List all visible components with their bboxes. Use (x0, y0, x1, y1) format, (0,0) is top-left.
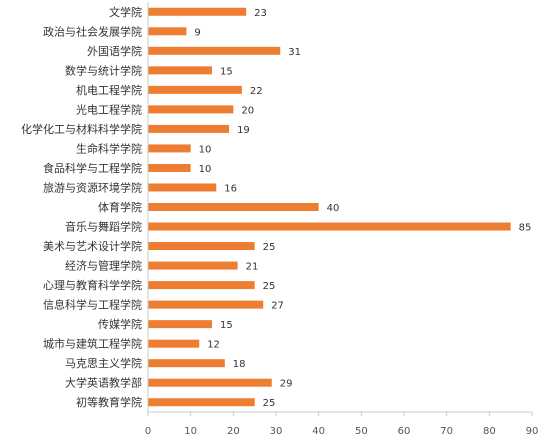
bar-9 (148, 183, 217, 192)
category-label-12: 美术与艺术设计学院 (43, 239, 142, 253)
x-tick-label-1: 10 (184, 426, 197, 437)
bar-19 (148, 378, 272, 387)
category-label-4: 机电工程学院 (76, 83, 142, 97)
category-label-7: 生命科学学院 (76, 141, 142, 155)
bar-14 (148, 281, 255, 290)
value-label-11: 85 (519, 223, 532, 234)
category-label-3: 数学与统计学院 (65, 63, 142, 77)
value-label-2: 31 (288, 47, 301, 58)
category-label-20: 初等教育学院 (76, 395, 142, 409)
value-label-15: 27 (271, 301, 284, 312)
bar-8 (148, 163, 191, 172)
bar-2 (148, 46, 281, 55)
x-tick-label-8: 80 (483, 426, 496, 437)
value-label-9: 16 (224, 183, 237, 194)
category-label-11: 音乐与舞蹈学院 (65, 220, 142, 234)
bar-0 (148, 7, 247, 16)
category-label-18: 马克思主义学院 (65, 356, 142, 370)
bar-6 (148, 124, 230, 133)
x-tick-label-9: 90 (526, 426, 539, 437)
category-labels: 文学院政治与社会发展学院外国语学院数学与统计学院机电工程学院光电工程学院化学化工… (21, 5, 142, 409)
x-tick-label-4: 40 (312, 426, 325, 437)
bar-7 (148, 144, 191, 153)
category-label-5: 光电工程学院 (76, 102, 142, 116)
x-tick-label-0: 0 (145, 426, 151, 437)
bar-15 (148, 300, 264, 309)
bar-13 (148, 261, 238, 270)
value-label-12: 25 (263, 242, 276, 253)
value-label-14: 25 (263, 281, 276, 292)
category-label-17: 城市与建筑工程学院 (43, 337, 142, 351)
category-label-19: 大学英语教学部 (65, 376, 142, 390)
bar-17 (148, 339, 200, 348)
category-label-8: 食品科学与工程学院 (43, 161, 142, 175)
value-label-13: 21 (246, 262, 259, 273)
value-label-6: 19 (237, 125, 250, 136)
x-tick-label-6: 60 (398, 426, 411, 437)
value-label-20: 25 (263, 398, 276, 409)
value-label-3: 15 (220, 66, 233, 77)
value-label-19: 29 (280, 379, 293, 390)
category-label-14: 心理与教育科学学院 (43, 278, 142, 292)
value-label-1: 9 (194, 27, 200, 38)
x-tick-label-7: 70 (440, 426, 453, 437)
category-label-10: 体育学院 (98, 200, 142, 214)
value-label-10: 40 (327, 203, 340, 214)
bar-18 (148, 359, 225, 368)
value-labels: 2393115222019101016408525212527151218292… (194, 8, 531, 409)
category-label-6: 化学化工与材料科学学院 (21, 122, 142, 136)
bar-12 (148, 242, 255, 251)
bar-10 (148, 203, 319, 211)
x-tick-label-5: 50 (355, 426, 368, 437)
value-label-7: 10 (199, 144, 212, 155)
x-axis-ticks: 0 10 20 30 40 50 60 70 80 90 (145, 412, 539, 437)
category-label-16: 传媒学院 (98, 317, 142, 331)
category-label-9: 旅游与资源环境学院 (43, 180, 142, 194)
bar-1 (148, 27, 187, 36)
bar-16 (148, 320, 212, 329)
bar-20 (148, 398, 255, 407)
category-label-2: 外国语学院 (87, 44, 142, 58)
category-label-13: 经济与管理学院 (65, 259, 142, 273)
x-tick-label-2: 20 (227, 426, 240, 437)
value-label-0: 23 (254, 8, 267, 19)
category-label-15: 信息科学与工程学院 (43, 298, 142, 312)
bars-group (148, 7, 511, 407)
value-label-16: 15 (220, 320, 233, 331)
bar-5 (148, 105, 234, 114)
bar-4 (148, 85, 242, 94)
x-tick-label-3: 30 (270, 426, 283, 437)
value-label-4: 22 (250, 86, 263, 97)
value-label-5: 20 (241, 105, 254, 116)
category-label-1: 政治与社会发展学院 (43, 24, 142, 38)
bar-11 (148, 222, 511, 231)
value-label-18: 18 (233, 359, 246, 370)
value-label-17: 12 (207, 340, 220, 351)
value-label-8: 10 (199, 164, 212, 175)
bar-3 (148, 66, 212, 75)
category-label-0: 文学院 (109, 5, 142, 19)
